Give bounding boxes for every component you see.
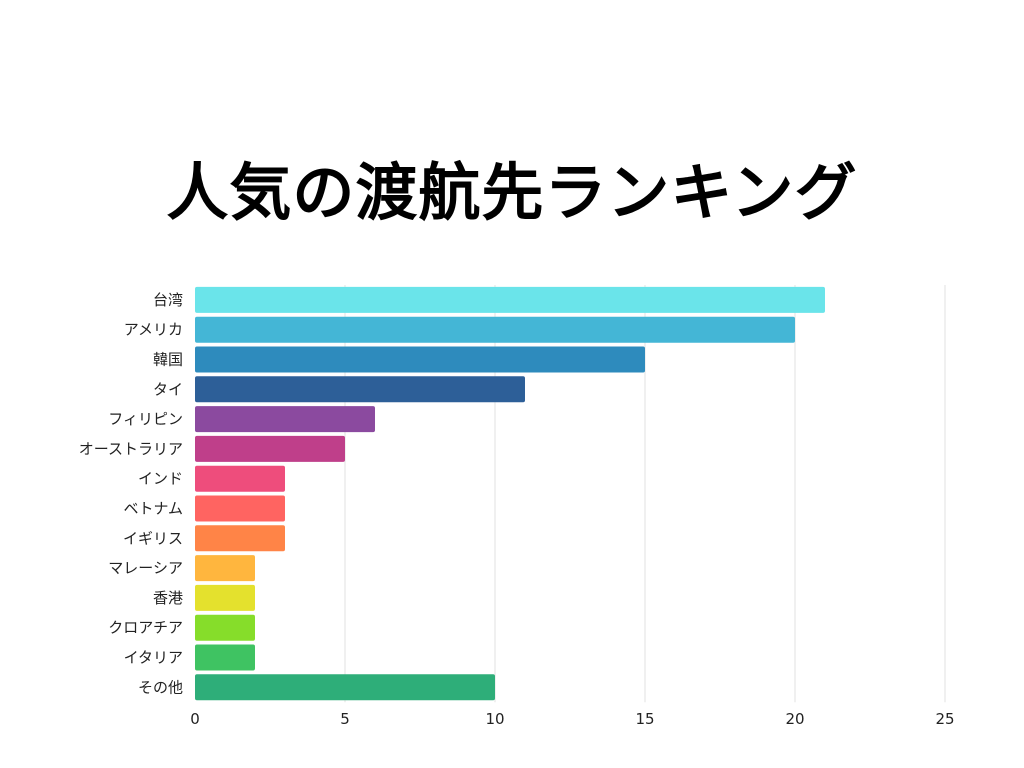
bar bbox=[195, 495, 285, 522]
category-label: 香港 bbox=[153, 589, 183, 607]
bar bbox=[195, 286, 825, 313]
bar bbox=[195, 555, 255, 582]
bar bbox=[195, 406, 375, 433]
x-tick-label: 20 bbox=[785, 710, 804, 728]
category-label: インド bbox=[138, 470, 183, 488]
category-label: フィリピン bbox=[108, 410, 183, 428]
bar bbox=[195, 584, 255, 611]
category-label: クロアチア bbox=[108, 619, 183, 637]
x-tick-label: 25 bbox=[935, 710, 954, 728]
bar bbox=[195, 376, 525, 403]
chart-title: 人気の渡航先ランキング bbox=[166, 156, 858, 229]
category-label: イギリス bbox=[123, 529, 183, 547]
x-tick-label: 5 bbox=[340, 710, 350, 728]
x-tick-label: 10 bbox=[485, 710, 504, 728]
bar bbox=[195, 674, 495, 701]
category-label: ベトナム bbox=[123, 500, 183, 518]
bar bbox=[195, 435, 345, 462]
category-label: アメリカ bbox=[124, 321, 183, 339]
category-label: マレーシア bbox=[108, 559, 183, 577]
category-label: 台湾 bbox=[153, 291, 183, 309]
category-label: オーストラリア bbox=[79, 440, 183, 458]
category-label: タイ bbox=[153, 380, 183, 398]
bar bbox=[195, 644, 255, 671]
x-tick-label: 15 bbox=[635, 710, 654, 728]
category-label: イタリア bbox=[124, 649, 183, 667]
category-label: 韓国 bbox=[153, 351, 183, 369]
bar bbox=[195, 614, 255, 641]
bar bbox=[195, 316, 795, 343]
bar bbox=[195, 525, 285, 552]
bar bbox=[195, 346, 645, 373]
x-tick-label: 0 bbox=[190, 710, 200, 728]
category-label: その他 bbox=[138, 678, 183, 696]
bar bbox=[195, 465, 285, 492]
